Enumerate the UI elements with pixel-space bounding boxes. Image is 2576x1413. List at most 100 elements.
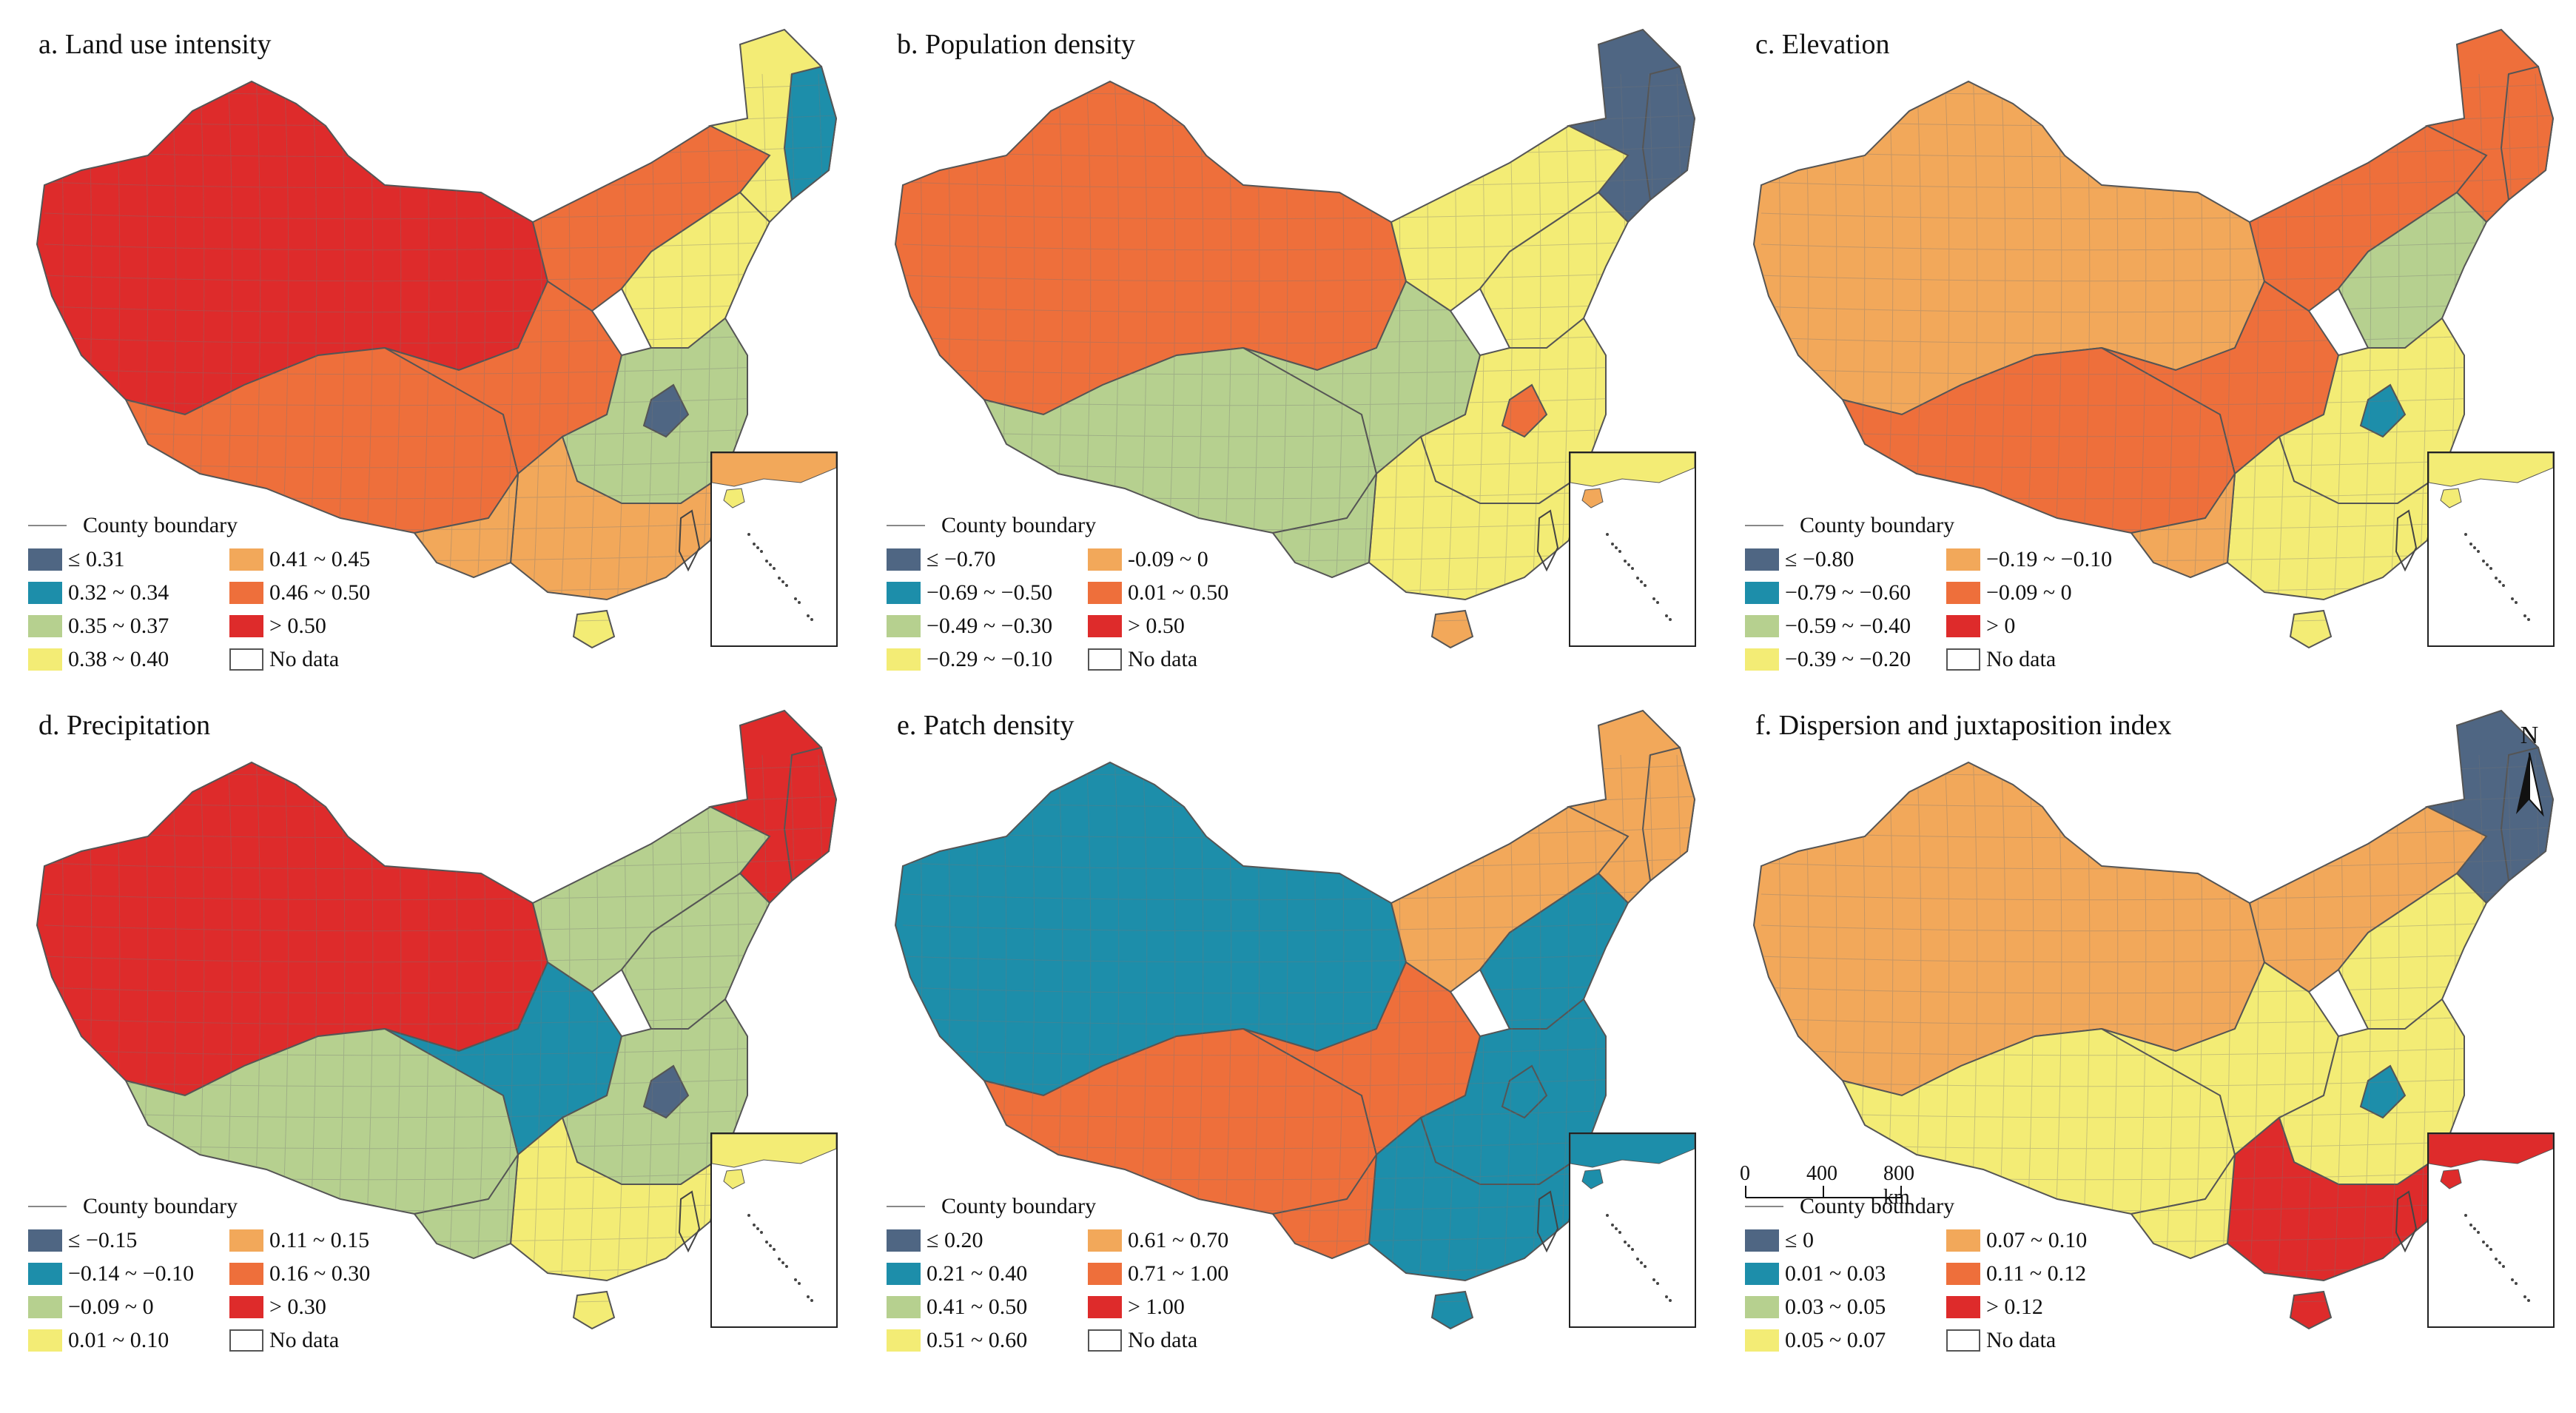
island-outline	[1536, 1190, 1559, 1253]
island-outline	[678, 509, 701, 572]
legend-label: 0.11 ~ 0.12	[1986, 1261, 2087, 1286]
legend-swatch	[1745, 1229, 1779, 1252]
legend-label: 0.21 ~ 0.40	[927, 1261, 1028, 1286]
choropleth-map	[1752, 28, 2555, 649]
region-xinjiang	[1752, 761, 2266, 1097]
legend-label: ≤ 0.20	[927, 1228, 983, 1252]
map-legend: County boundary ≤ −0.80 −0.79 ~ −0.60 −0.59…	[1745, 511, 2263, 681]
legend-item: ≤ −0.15	[28, 1226, 137, 1255]
legend-boundary: County boundary	[28, 511, 238, 540]
legend-label: −0.59 ~ −0.40	[1785, 614, 1911, 638]
map-legend: County boundary ≤ 0.20 0.21 ~ 0.40 0.41 ~ 0…	[887, 1192, 1405, 1362]
region-hainan	[2289, 609, 2333, 649]
legend-swatch	[1946, 582, 1980, 604]
legend-swatch	[1088, 1329, 1122, 1352]
scale-bar: 0 400 800 km	[1735, 1162, 1928, 1209]
legend-swatch	[28, 1263, 62, 1285]
boundary-line-icon	[887, 1206, 925, 1207]
legend-boundary: County boundary	[28, 1192, 238, 1221]
legend-label: 0.51 ~ 0.60	[927, 1328, 1028, 1352]
legend-item: 0.01 ~ 0.50	[1088, 578, 1228, 608]
legend-swatch	[1745, 648, 1779, 671]
region-hainan	[572, 1290, 616, 1330]
legend-item: 0.61 ~ 0.70	[1088, 1226, 1228, 1255]
legend-item: −0.09 ~ 0	[28, 1292, 154, 1322]
choropleth-map	[36, 709, 838, 1330]
legend-item: −0.14 ~ −0.10	[28, 1259, 194, 1289]
legend-swatch	[1946, 1263, 1980, 1285]
legend-item: −0.09 ~ 0	[1946, 578, 2072, 608]
legend-boundary: County boundary	[887, 511, 1096, 540]
panel-population-density: b. Population density County boundary ≤ −0…	[858, 0, 1717, 696]
legend-item: ≤ 0	[1745, 1226, 1814, 1255]
legend-swatch	[887, 648, 921, 671]
inset-graphic	[2429, 1134, 2553, 1302]
legend-swatch	[1946, 648, 1980, 671]
inset-map	[2427, 1132, 2555, 1328]
legend-swatch	[1088, 648, 1122, 671]
legend-item: 0.51 ~ 0.60	[887, 1326, 1027, 1355]
legend-swatch	[887, 1329, 921, 1352]
legend-item: No data	[229, 645, 339, 674]
legend-swatch	[1088, 615, 1122, 637]
legend-item: 0.21 ~ 0.40	[887, 1259, 1027, 1289]
legend-swatch	[1946, 615, 1980, 637]
legend-item: 0.01 ~ 0.03	[1745, 1259, 1886, 1289]
north-label: N	[2520, 722, 2539, 749]
map-legend: County boundary ≤ 0.31 0.32 ~ 0.34 0.35 ~ 0…	[28, 511, 546, 681]
region-hainan	[2289, 1290, 2333, 1330]
region-centralHole	[642, 383, 690, 438]
legend-swatch	[887, 1296, 921, 1318]
legend-swatch	[28, 615, 62, 637]
legend-item: No data	[1088, 645, 1197, 674]
legend-item: ≤ 0.20	[887, 1226, 983, 1255]
region-centralHole	[2359, 383, 2407, 438]
scale-label-400: 400	[1806, 1162, 1837, 1185]
legend-swatch	[229, 1229, 263, 1252]
legend-boundary-label: County boundary	[941, 513, 1097, 537]
legend-boundary: County boundary	[887, 1192, 1096, 1221]
legend-swatch	[28, 1296, 62, 1318]
legend-label: No data	[269, 1328, 340, 1352]
legend-swatch	[1946, 548, 1980, 571]
region-northeastEast	[783, 65, 838, 201]
boundary-line-icon	[887, 525, 925, 526]
choropleth-map	[894, 28, 1696, 649]
region-southwest	[413, 1154, 519, 1260]
legend-label: −0.69 ~ −0.50	[927, 580, 1053, 605]
legend-item: 0.41 ~ 0.50	[887, 1292, 1027, 1322]
legend-swatch	[229, 648, 263, 671]
legend-swatch	[887, 548, 921, 571]
legend-boundary-label: County boundary	[83, 513, 238, 537]
legend-swatch	[28, 582, 62, 604]
legend-label: -0.09 ~ 0	[1128, 547, 1208, 571]
panel-precipitation: d. Precipitation County boundary ≤ −0.15 −0…	[0, 681, 858, 1377]
panel-elevation: c. Elevation County boundary ≤ −0.80 −0.79 …	[1717, 0, 2575, 696]
boundary-line-icon	[1745, 1206, 1783, 1207]
legend-item: > 1.00	[1088, 1292, 1185, 1322]
region-southwest	[413, 473, 519, 579]
legend-swatch	[1745, 1296, 1779, 1318]
inset-map	[1569, 452, 1696, 647]
legend-label: −0.09 ~ 0	[68, 1295, 154, 1319]
region-northeastEast	[1641, 65, 1696, 201]
legend-label: −0.14 ~ −0.10	[68, 1261, 195, 1286]
legend-item: > 0	[1946, 611, 2015, 641]
legend-swatch	[229, 1263, 263, 1285]
legend-swatch	[1088, 548, 1122, 571]
inset-graphic	[1570, 1134, 1695, 1302]
legend-swatch	[1946, 1229, 1980, 1252]
legend-swatch	[1745, 615, 1779, 637]
region-southwest	[1271, 473, 1377, 579]
region-centralHole	[1501, 383, 1548, 438]
legend-label: 0.01 ~ 0.50	[1128, 580, 1229, 605]
legend-item: -0.09 ~ 0	[1088, 545, 1208, 574]
legend-item: No data	[1946, 645, 2056, 674]
legend-swatch	[887, 1229, 921, 1252]
legend-item: 0.32 ~ 0.34	[28, 578, 169, 608]
scale-label-800: 800 km	[1883, 1162, 1914, 1209]
legend-swatch	[887, 582, 921, 604]
region-xinjiang	[36, 80, 549, 416]
legend-boundary-label: County boundary	[83, 1194, 238, 1218]
legend-label: 0.07 ~ 0.10	[1986, 1228, 2088, 1252]
